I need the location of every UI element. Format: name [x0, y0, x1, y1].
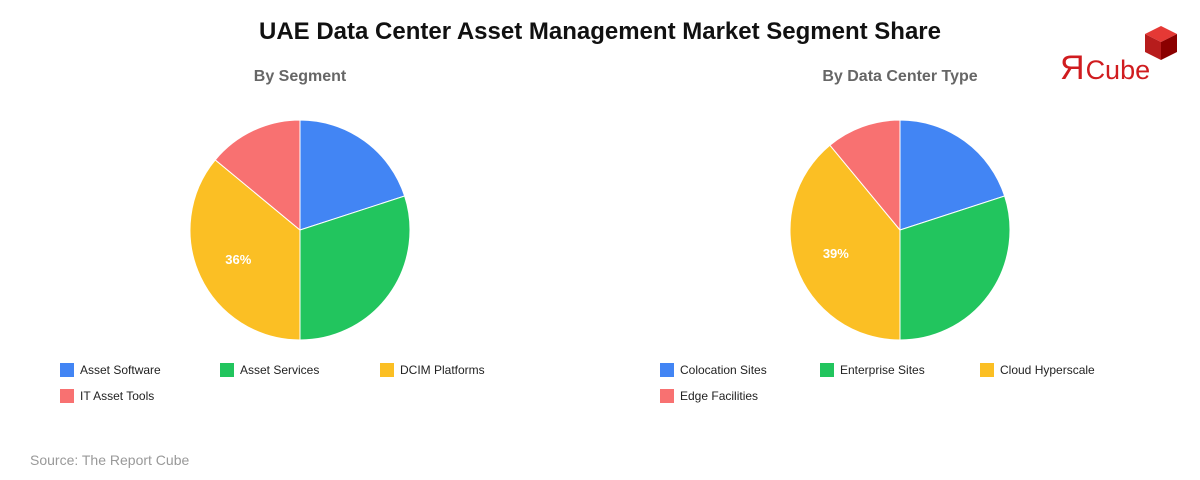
- legend-label: Colocation Sites: [680, 363, 767, 377]
- legend-item: DCIM Platforms: [380, 362, 485, 378]
- pie-slice-edge-facilities: [829, 119, 901, 232]
- pie-slice-colocation-sites: [899, 119, 1006, 231]
- legend-label: Cloud Hyperscale: [1000, 363, 1095, 377]
- brand-logo: ЯCube: [1060, 24, 1182, 87]
- chart-title: By Data Center Type: [822, 68, 978, 85]
- legend-item: Edge Facilities: [660, 388, 758, 404]
- legend-swatch: [980, 363, 994, 377]
- legend-swatch: [660, 389, 674, 403]
- legend-swatch: [660, 363, 674, 377]
- legend-swatch: [820, 363, 834, 377]
- legend-swatch: [60, 389, 74, 403]
- legend-label: Enterprise Sites: [840, 363, 925, 377]
- pie-slice-it-asset-tools: [214, 119, 301, 232]
- slice-data-label: 39%: [823, 246, 849, 261]
- page-title: UAE Data Center Asset Management Market …: [259, 18, 941, 45]
- cube-icon: [1145, 26, 1177, 60]
- pie-slice-dcim-platforms: [189, 159, 301, 341]
- source-note: Source: The Report Cube: [30, 452, 190, 468]
- legend-label: Edge Facilities: [680, 389, 759, 403]
- legend-item: Asset Services: [220, 362, 319, 378]
- datacenter-type-pie-chart: By Data Center Type 39% Colocation Sites…: [600, 60, 1200, 420]
- pie-slice-cloud-hyperscale: [789, 144, 901, 341]
- pie-plot: 39%: [789, 119, 1011, 341]
- pie-plot: 36%: [189, 119, 411, 341]
- pie-slice-asset-software: [299, 119, 406, 231]
- legend-swatch: [380, 363, 394, 377]
- legend-item: Enterprise Sites: [820, 362, 925, 378]
- legend-label: Asset Software: [80, 363, 161, 377]
- legend-item: Colocation Sites: [660, 362, 767, 378]
- chart-title: By Segment: [253, 68, 347, 85]
- legend-swatch: [60, 363, 74, 377]
- legend-label: Asset Services: [240, 363, 320, 377]
- pie-slice-enterprise-sites: [899, 195, 1011, 341]
- legend-swatch: [220, 363, 234, 377]
- legend-item: Asset Software: [60, 362, 161, 378]
- logo-wordmark: ЯCube: [1060, 49, 1151, 87]
- legend-label: DCIM Platforms: [400, 363, 485, 377]
- legend-item: Cloud Hyperscale: [980, 362, 1095, 378]
- legend-item: IT Asset Tools: [60, 388, 154, 404]
- segment-pie-chart: By Segment 36% Asset Software Asset Servi…: [0, 60, 600, 420]
- pie-slice-asset-services: [299, 195, 411, 341]
- slice-data-label: 36%: [225, 252, 251, 267]
- legend-label: IT Asset Tools: [80, 389, 155, 403]
